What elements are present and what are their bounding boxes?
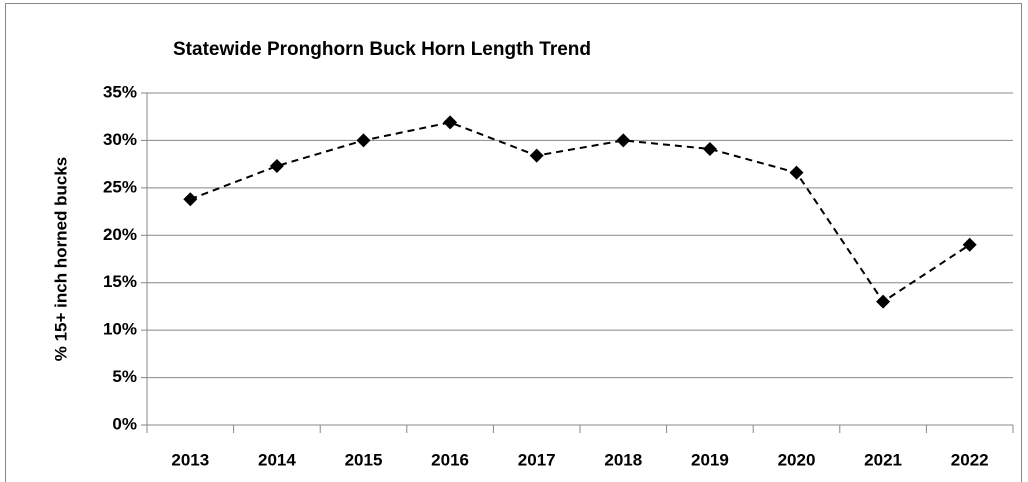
x-tick-label: 2021 <box>864 450 902 469</box>
data-line <box>189 121 971 304</box>
data-marker <box>789 165 804 180</box>
x-tick-label: 2019 <box>691 450 729 469</box>
data-marker <box>962 237 977 252</box>
y-tick-label: 10% <box>103 320 137 339</box>
x-tick-label: 2018 <box>604 450 642 469</box>
data-marker <box>616 133 631 148</box>
x-tick-label: 2014 <box>258 450 296 469</box>
data-marker <box>529 148 544 163</box>
chart-frame <box>5 3 1022 482</box>
y-axis-label: % 15+ inch horned bucks <box>51 157 70 362</box>
x-tick-label: 2016 <box>431 450 469 469</box>
y-tick-label: 20% <box>103 225 137 244</box>
data-marker <box>183 192 198 207</box>
y-tick-label: 30% <box>103 130 137 149</box>
data-marker <box>702 141 717 156</box>
y-tick-label: 35% <box>103 82 137 101</box>
y-tick-label: 25% <box>103 177 137 196</box>
y-tick-label: 15% <box>103 272 137 291</box>
data-marker <box>443 115 458 130</box>
y-tick-label: 5% <box>112 367 137 386</box>
x-tick-label: 2017 <box>518 450 556 469</box>
y-tick-label: 0% <box>112 414 137 433</box>
x-tick-label: 2013 <box>171 450 209 469</box>
x-tick-label: 2015 <box>345 450 383 469</box>
data-marker <box>269 159 284 174</box>
data-marker <box>876 294 891 309</box>
x-tick-label: 2020 <box>778 450 816 469</box>
chart-title: Statewide Pronghorn Buck Horn Length Tre… <box>173 39 591 60</box>
data-marker <box>356 133 371 148</box>
x-tick-label: 2022 <box>951 450 989 469</box>
